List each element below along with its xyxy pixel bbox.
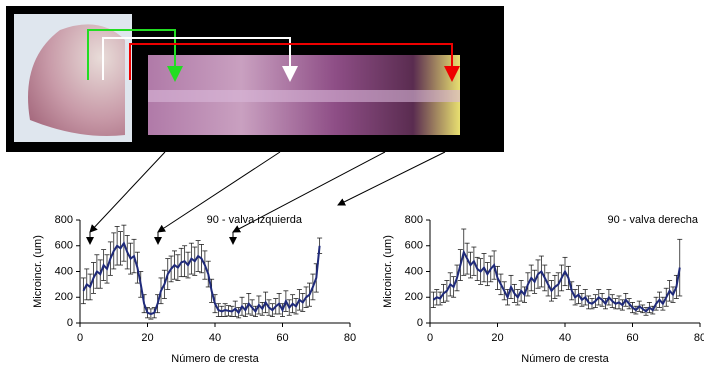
x-tick-label: 60 <box>276 332 288 344</box>
x-tick-label: 20 <box>491 332 503 344</box>
y-tick-label: 200 <box>405 291 423 303</box>
data-line <box>432 249 681 313</box>
y-tick-label: 0 <box>67 317 73 329</box>
y-axis-label: Microincr. (um) <box>382 235 394 308</box>
x-tick-label: 0 <box>77 332 83 344</box>
x-tick-label: 80 <box>694 332 704 344</box>
data-line <box>82 241 321 316</box>
y-axis-label: Microincr. (um) <box>32 235 44 308</box>
connector-arrows <box>86 151 446 245</box>
chart-title: 90 - valva izquierda <box>207 214 303 226</box>
y-tick-label: 600 <box>405 240 423 252</box>
y-tick-label: 400 <box>55 265 73 277</box>
x-axis-label: Número de cresta <box>521 353 609 365</box>
x-tick-label: 40 <box>559 332 571 344</box>
x-tick-label: 80 <box>344 332 356 344</box>
photo-panel <box>6 6 504 152</box>
y-tick-label: 800 <box>405 214 423 226</box>
y-tick-label: 400 <box>405 265 423 277</box>
x-axis-label: Número de cresta <box>171 353 259 365</box>
y-tick-label: 200 <box>55 291 73 303</box>
x-tick-label: 20 <box>141 332 153 344</box>
x-tick-label: 60 <box>626 332 638 344</box>
y-tick-label: 0 <box>417 317 423 329</box>
y-tick-label: 800 <box>55 214 73 226</box>
chart-title: 90 - valva derecha <box>608 214 699 226</box>
x-tick-label: 0 <box>427 332 433 344</box>
y-tick-label: 600 <box>55 240 73 252</box>
x-tick-label: 40 <box>209 332 221 344</box>
